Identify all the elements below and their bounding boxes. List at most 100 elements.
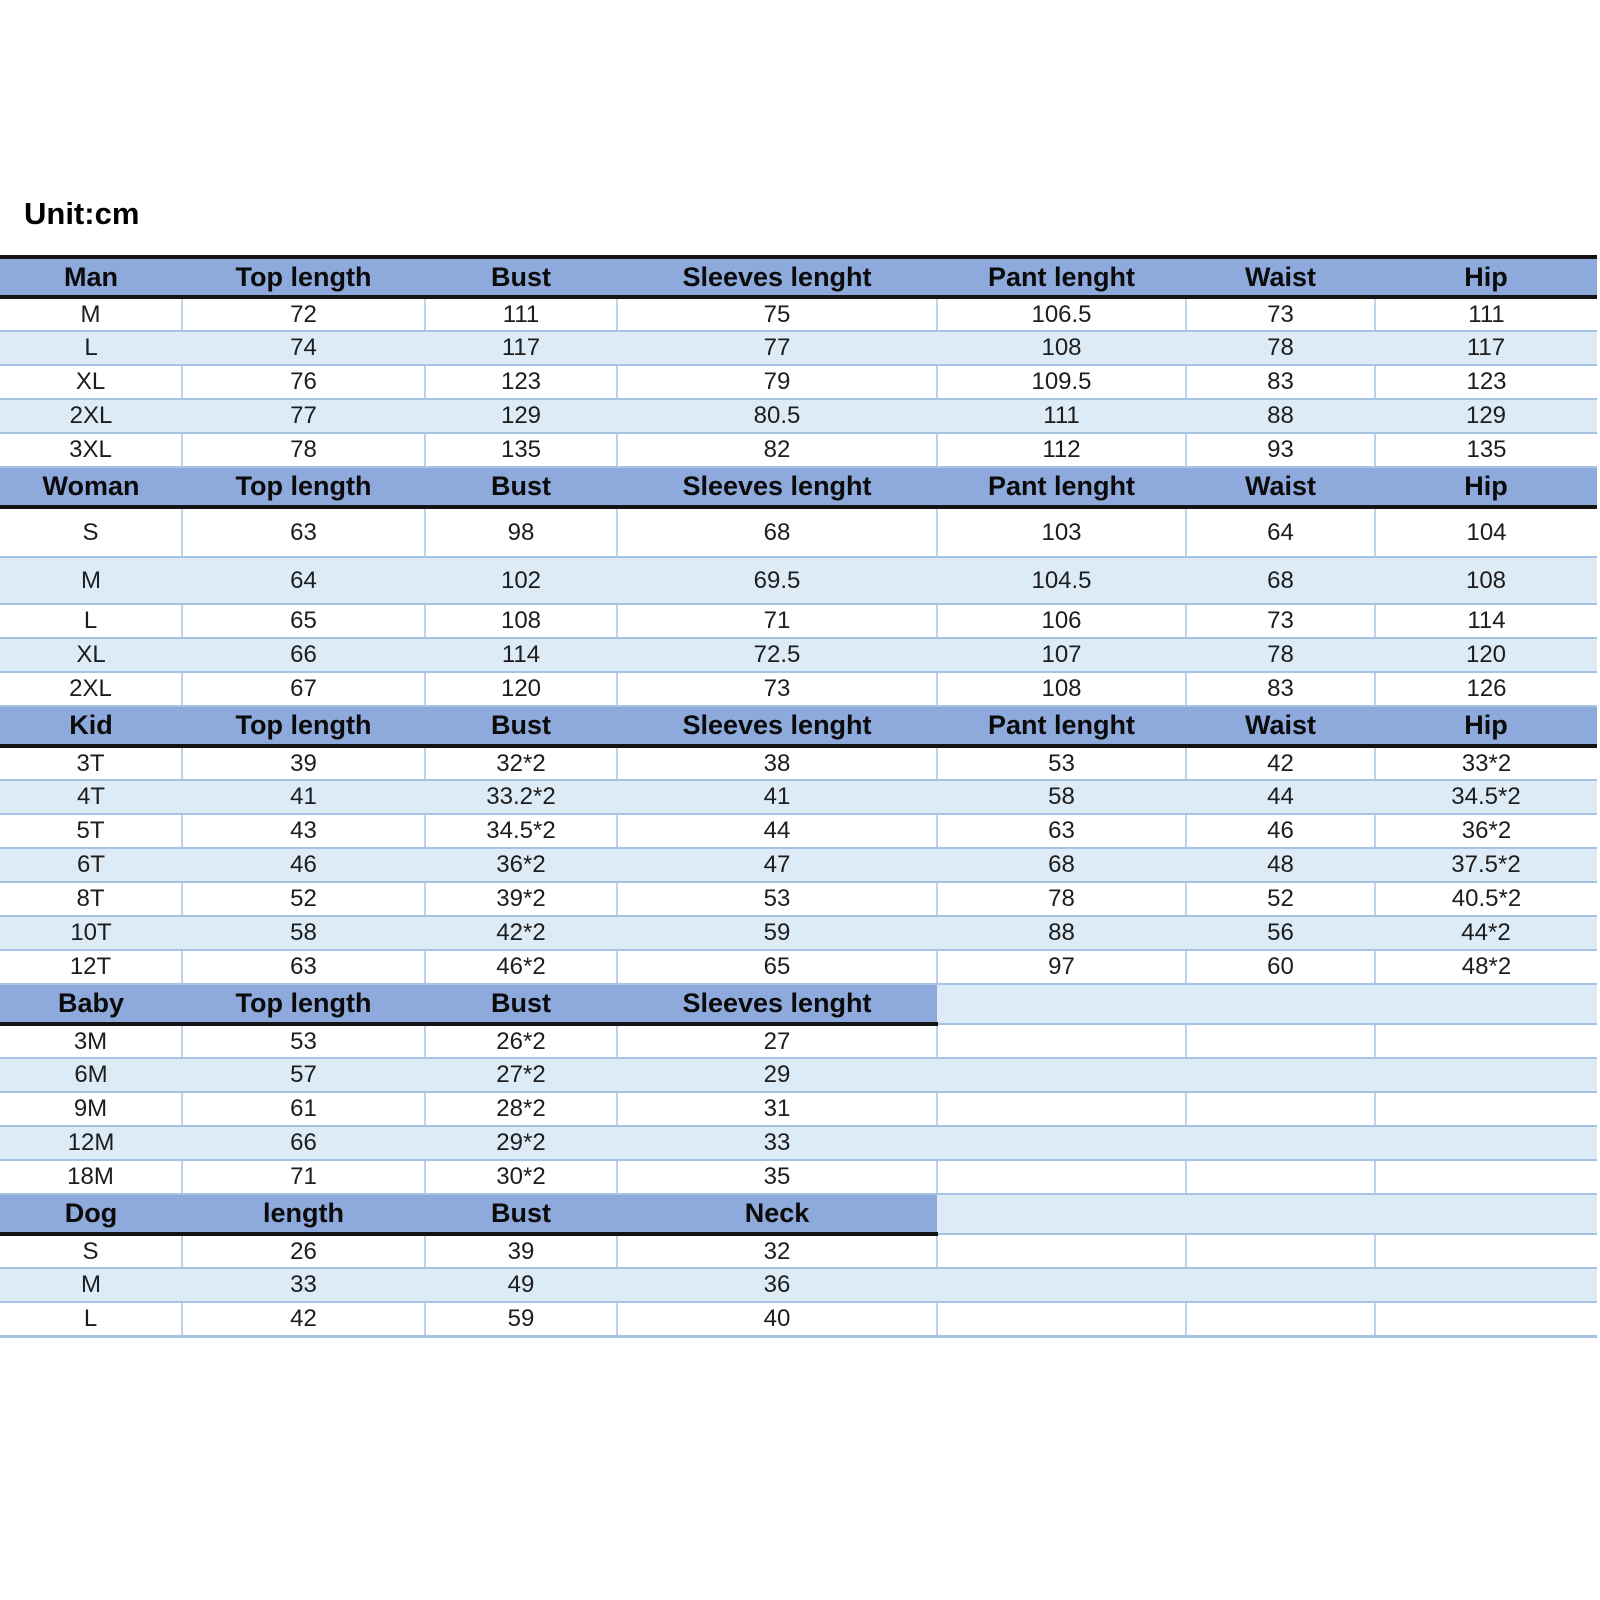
measurement-cell: 68 [937,848,1186,883]
measurement-cell: 63 [181,507,425,558]
column-header: length [182,1194,425,1236]
size-label-cell: 4T [0,780,182,815]
column-header: Hip [1375,706,1597,748]
measurement-cell: 41 [182,780,425,815]
column-header: Waist [1186,257,1375,299]
measurement-cell: 35 [616,1160,937,1195]
size-label-cell: 3XL [0,433,182,468]
measurement-cell: 60 [1185,950,1375,985]
measurement-cell: 68 [1186,557,1375,605]
column-header: Top length [182,706,425,748]
size-label-cell: XL [0,365,182,400]
measurement-cell: 33*2 [1374,746,1597,781]
empty-cell [1185,1234,1375,1269]
measurement-cell: 123 [1374,365,1597,400]
table-row: S 63 98 68 103 64 104 [0,507,1597,558]
measurement-cell: 109.5 [936,365,1186,400]
table-row: M 33 49 36 [0,1268,1597,1303]
measurement-cell: 135 [1374,433,1597,468]
size-label-cell: L [0,604,182,639]
section-title: Man [0,257,182,299]
section-header-row: Dog length Bust Neck [0,1194,1597,1236]
measurement-cell: 37.5*2 [1375,848,1597,883]
measurement-cell: 58 [182,916,425,951]
measurement-cell: 53 [936,746,1186,781]
measurement-cell: 71 [181,1160,425,1195]
measurement-cell: 78 [936,882,1186,917]
size-table-body: Man Top length Bust Sleeves lenght Pant leng… [0,257,1597,1338]
measurement-cell: 104 [1374,507,1597,558]
measurement-cell: 83 [1185,672,1375,707]
measurement-cell: 78 [181,433,425,468]
measurement-cell: 73 [1185,604,1375,639]
measurement-cell: 64 [182,557,425,605]
measurement-cell: 117 [425,331,617,366]
empty-cell [1374,1092,1597,1127]
measurement-cell: 111 [1374,297,1597,332]
empty-cell [1185,1092,1375,1127]
measurement-cell: 34.5*2 [424,814,617,849]
empty-cell [936,1160,1186,1195]
measurement-cell: 104.5 [937,557,1186,605]
empty-cell [1375,1268,1597,1303]
measurement-cell: 56 [1186,916,1375,951]
measurement-cell: 49 [425,1268,617,1303]
measurement-cell: 98 [424,507,617,558]
empty-cell [1375,1126,1597,1161]
empty-cell [1185,1024,1375,1059]
measurement-cell: 29 [617,1058,937,1093]
size-label-cell: L [0,331,182,366]
column-header: Bust [425,984,617,1026]
measurement-cell: 40 [616,1302,937,1338]
measurement-cell: 42 [1185,746,1375,781]
table-row: 9M 61 28*2 31 [0,1092,1597,1127]
table-row: XL 66 114 72.5 107 78 120 [0,638,1597,673]
size-label-cell: S [0,507,182,558]
size-label-cell: 12M [0,1126,182,1161]
table-row: M 64 102 69.5 104.5 68 108 [0,557,1597,605]
size-label-cell: M [0,297,182,332]
measurement-cell: 43 [181,814,425,849]
size-label-cell: 9M [0,1092,182,1127]
size-label-cell: L [0,1302,182,1338]
measurement-cell: 61 [181,1092,425,1127]
measurement-cell: 69.5 [617,557,937,605]
table-row: 2XL 77 129 80.5 111 88 129 [0,399,1597,434]
size-label-cell: 10T [0,916,182,951]
empty-cell [1186,1268,1375,1303]
measurement-cell: 42 [181,1302,425,1338]
measurement-cell: 34.5*2 [1375,780,1597,815]
empty-cell [936,1024,1186,1059]
header-filler-band [937,984,1597,1025]
empty-cell [937,1058,1186,1093]
measurement-cell: 68 [616,507,937,558]
empty-cell [1186,1126,1375,1161]
measurement-cell: 108 [424,604,617,639]
size-label-cell: M [0,557,182,605]
empty-cell [1374,1160,1597,1195]
table-row: 5T 43 34.5*2 44 63 46 36*2 [0,814,1597,849]
measurement-cell: 46 [182,848,425,883]
measurement-cell: 44*2 [1375,916,1597,951]
column-header: Waist [1186,706,1375,748]
measurement-cell: 88 [1186,399,1375,434]
size-label-cell: 18M [0,1160,182,1195]
table-row: 12T 63 46*2 65 97 60 48*2 [0,950,1597,985]
column-header: Sleeves lenght [617,467,937,509]
measurement-cell: 59 [424,1302,617,1338]
table-row: 6M 57 27*2 29 [0,1058,1597,1093]
measurement-cell: 108 [937,331,1186,366]
measurement-cell: 120 [1375,638,1597,673]
measurement-cell: 117 [1375,331,1597,366]
table-row: L 65 108 71 106 73 114 [0,604,1597,639]
measurement-cell: 64 [1185,507,1375,558]
measurement-cell: 114 [425,638,617,673]
measurement-cell: 83 [1185,365,1375,400]
table-row: 10T 58 42*2 59 88 56 44*2 [0,916,1597,951]
column-header: Pant lenght [937,467,1186,509]
table-row: 8T 52 39*2 53 78 52 40.5*2 [0,882,1597,917]
measurement-cell: 33.2*2 [425,780,617,815]
section-header-row: Kid Top length Bust Sleeves lenght Pant leng… [0,706,1597,748]
measurement-cell: 72 [181,297,425,332]
